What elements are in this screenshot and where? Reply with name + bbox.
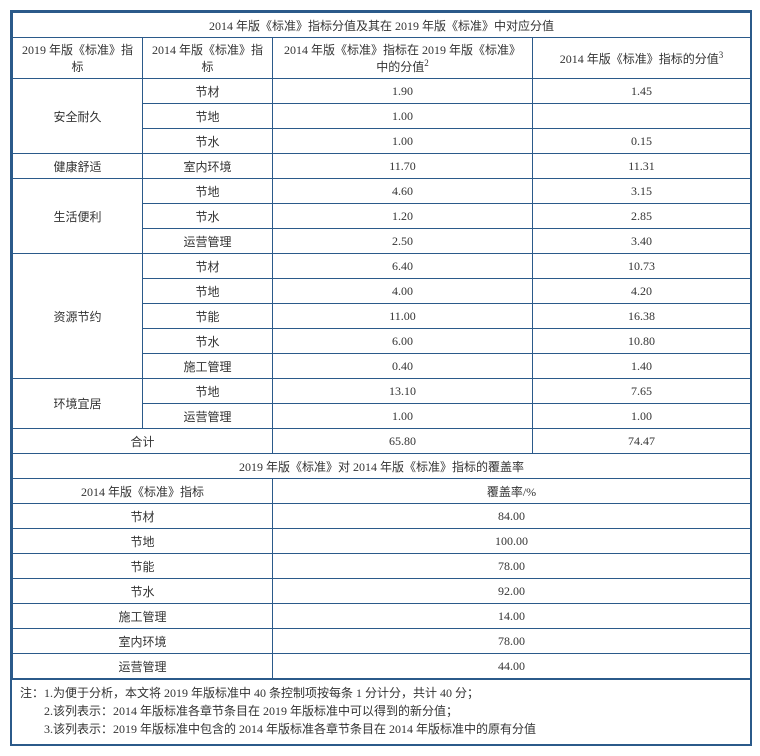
cell-value: 0.40 — [273, 354, 533, 379]
cell-value: 16.38 — [533, 304, 751, 329]
coverage-label: 节地 — [13, 529, 273, 554]
note-2: 2.该列表示：2014 年版标准各章节条目在 2019 年版标准中可以得到的新分… — [20, 702, 742, 720]
table-row: 节材84.00 — [13, 504, 751, 529]
cell-value: 4.00 — [273, 279, 533, 304]
cell-value: 3.40 — [533, 229, 751, 254]
group-label: 健康舒适 — [13, 154, 143, 179]
cell-value: 4.20 — [533, 279, 751, 304]
table-row: 施工管理14.00 — [13, 604, 751, 629]
table1-header-row: 2019 年版《标准》指标 2014 年版《标准》指标 2014 年版《标准》指… — [13, 38, 751, 79]
table1-title-row: 2014 年版《标准》指标分值及其在 2019 年版《标准》中对应分值 — [13, 13, 751, 38]
sub-label: 节地 — [143, 104, 273, 129]
cell-value: 1.00 — [273, 404, 533, 429]
group-label: 环境宜居 — [13, 379, 143, 429]
sub-label: 节地 — [143, 179, 273, 204]
coverage-value: 78.00 — [273, 554, 751, 579]
sub-label: 节水 — [143, 204, 273, 229]
group-label: 生活便利 — [13, 179, 143, 254]
note-1: 注：1.为便于分析，本文将 2019 年版标准中 40 条控制项按每条 1 分计… — [20, 684, 742, 702]
t1-h3: 2014 年版《标准》指标在 2019 年版《标准》中的分值2 — [273, 38, 533, 79]
cell-value: 10.73 — [533, 254, 751, 279]
sub-label: 运营管理 — [143, 404, 273, 429]
sub-label: 运营管理 — [143, 229, 273, 254]
sub-label: 施工管理 — [143, 354, 273, 379]
coverage-label: 节材 — [13, 504, 273, 529]
cell-value: 1.40 — [533, 354, 751, 379]
sub-label: 节水 — [143, 329, 273, 354]
table-row: 生活便利节地4.603.15 — [13, 179, 751, 204]
table-row: 节地100.00 — [13, 529, 751, 554]
sub-label: 节地 — [143, 279, 273, 304]
sub-label: 室内环境 — [143, 154, 273, 179]
table-1: 2014 年版《标准》指标分值及其在 2019 年版《标准》中对应分值 2019… — [12, 12, 751, 679]
coverage-label: 节能 — [13, 554, 273, 579]
cell-value: 1.45 — [533, 79, 751, 104]
table2-title: 2019 年版《标准》对 2014 年版《标准》指标的覆盖率 — [13, 454, 751, 479]
t2-h1: 2014 年版《标准》指标 — [13, 479, 273, 504]
cell-value: 2.50 — [273, 229, 533, 254]
total-v1: 65.80 — [273, 429, 533, 454]
sub-label: 节地 — [143, 379, 273, 404]
coverage-value: 100.00 — [273, 529, 751, 554]
total-v2: 74.47 — [533, 429, 751, 454]
cell-value: 11.00 — [273, 304, 533, 329]
cell-value: 6.40 — [273, 254, 533, 279]
table2-title-row: 2019 年版《标准》对 2014 年版《标准》指标的覆盖率 — [13, 454, 751, 479]
coverage-label: 运营管理 — [13, 654, 273, 679]
sub-label: 节能 — [143, 304, 273, 329]
table-row: 环境宜居节地13.107.65 — [13, 379, 751, 404]
cell-value: 3.15 — [533, 179, 751, 204]
t2-h2: 覆盖率/% — [273, 479, 751, 504]
footnotes: 注：1.为便于分析，本文将 2019 年版标准中 40 条控制项按每条 1 分计… — [12, 679, 750, 744]
coverage-value: 84.00 — [273, 504, 751, 529]
coverage-value: 14.00 — [273, 604, 751, 629]
table-row: 节水92.00 — [13, 579, 751, 604]
table1-total-row: 合计 65.80 74.47 — [13, 429, 751, 454]
total-label: 合计 — [13, 429, 273, 454]
cell-value: 1.00 — [273, 129, 533, 154]
coverage-label: 室内环境 — [13, 629, 273, 654]
cell-value: 10.80 — [533, 329, 751, 354]
cell-value: 6.00 — [273, 329, 533, 354]
coverage-label: 节水 — [13, 579, 273, 604]
table-row: 安全耐久节材1.901.45 — [13, 79, 751, 104]
cell-value: 13.10 — [273, 379, 533, 404]
t1-h1: 2019 年版《标准》指标 — [13, 38, 143, 79]
tables-container: 2014 年版《标准》指标分值及其在 2019 年版《标准》中对应分值 2019… — [10, 10, 752, 746]
cell-value: 0.15 — [533, 129, 751, 154]
coverage-value: 78.00 — [273, 629, 751, 654]
sub-label: 节水 — [143, 129, 273, 154]
group-label: 资源节约 — [13, 254, 143, 379]
table-row: 健康舒适室内环境11.7011.31 — [13, 154, 751, 179]
table2-header-row: 2014 年版《标准》指标 覆盖率/% — [13, 479, 751, 504]
note-3: 3.该列表示：2019 年版标准中包含的 2014 年版标准各章节条目在 201… — [20, 720, 742, 738]
t1-h2: 2014 年版《标准》指标 — [143, 38, 273, 79]
cell-value — [533, 104, 751, 129]
cell-value: 1.90 — [273, 79, 533, 104]
table-row: 运营管理44.00 — [13, 654, 751, 679]
cell-value: 1.00 — [273, 104, 533, 129]
cell-value: 1.20 — [273, 204, 533, 229]
cell-value: 2.85 — [533, 204, 751, 229]
t1-h4: 2014 年版《标准》指标的分值3 — [533, 38, 751, 79]
cell-value: 11.70 — [273, 154, 533, 179]
sub-label: 节材 — [143, 254, 273, 279]
table-row: 资源节约节材6.4010.73 — [13, 254, 751, 279]
coverage-label: 施工管理 — [13, 604, 273, 629]
cell-value: 1.00 — [533, 404, 751, 429]
cell-value: 11.31 — [533, 154, 751, 179]
coverage-value: 92.00 — [273, 579, 751, 604]
table1-title: 2014 年版《标准》指标分值及其在 2019 年版《标准》中对应分值 — [13, 13, 751, 38]
table-row: 室内环境78.00 — [13, 629, 751, 654]
table-row: 节能78.00 — [13, 554, 751, 579]
group-label: 安全耐久 — [13, 79, 143, 154]
cell-value: 7.65 — [533, 379, 751, 404]
coverage-value: 44.00 — [273, 654, 751, 679]
sub-label: 节材 — [143, 79, 273, 104]
cell-value: 4.60 — [273, 179, 533, 204]
